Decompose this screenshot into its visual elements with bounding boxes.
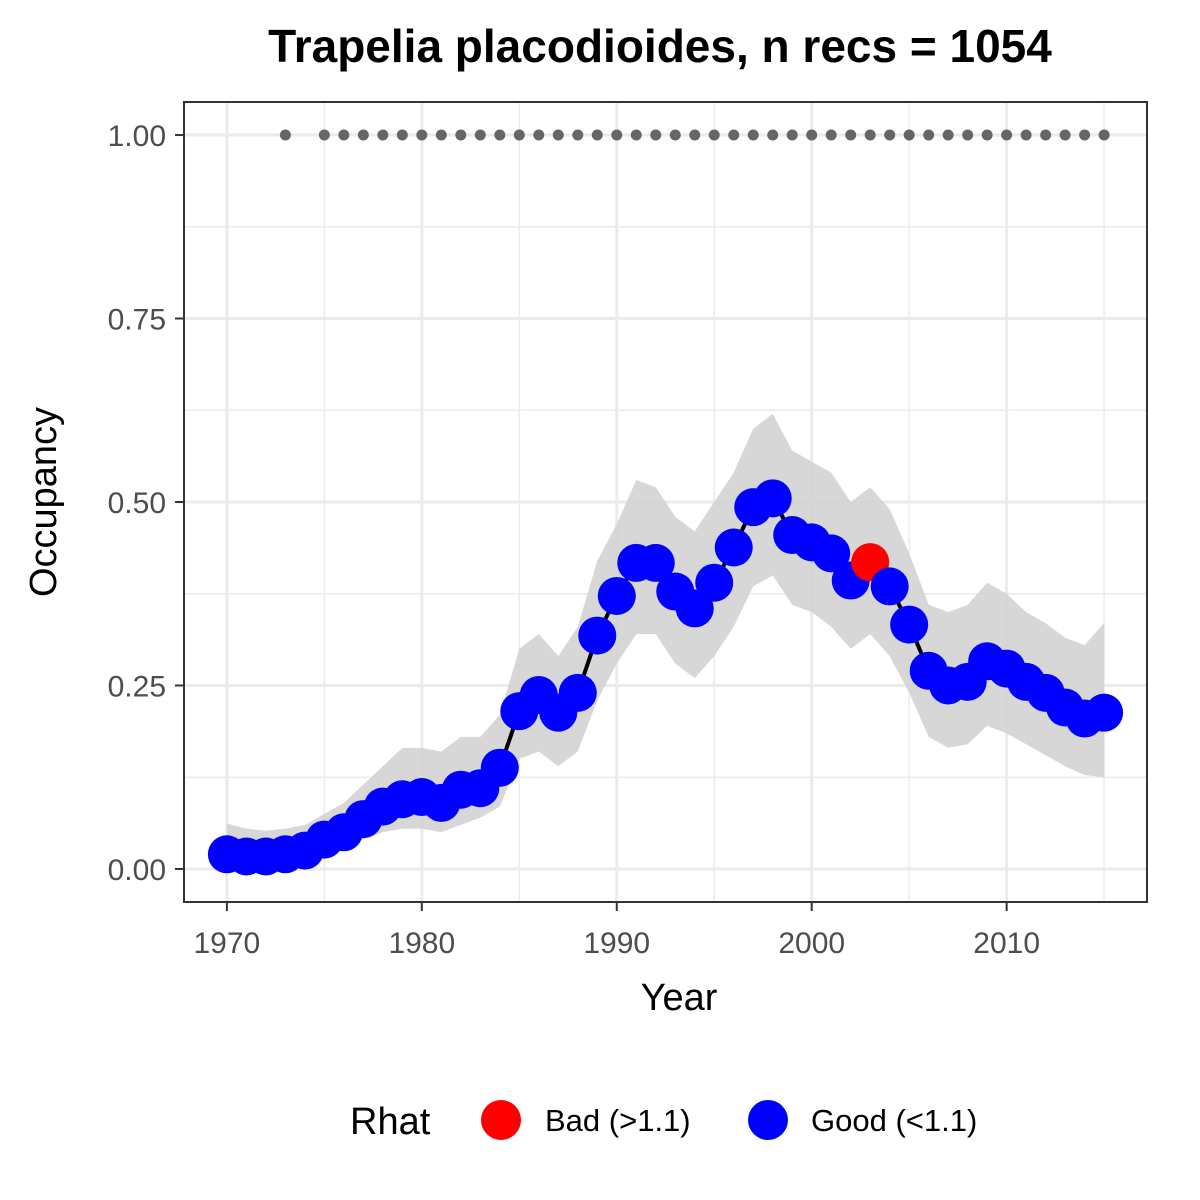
occupancy-point-1988 (558, 673, 597, 712)
x-tick-label: 1990 (583, 927, 650, 960)
record-dot (357, 129, 369, 141)
x-tick-label: 2010 (973, 927, 1040, 960)
record-dot (942, 129, 954, 141)
record-dot (377, 129, 389, 141)
legend-title: Rhat (350, 1101, 431, 1143)
x-axis-title: Year (641, 977, 718, 1019)
record-dot (962, 129, 974, 141)
y-tick-label: 1.00 (108, 120, 166, 153)
record-dot (650, 129, 662, 141)
record-dot (435, 129, 447, 141)
record-dot (416, 129, 428, 141)
record-dot (981, 129, 993, 141)
record-dots (279, 129, 1110, 141)
x-tick-label: 1980 (388, 927, 455, 960)
record-dot (786, 129, 798, 141)
record-dot (338, 129, 350, 141)
record-dot (513, 129, 525, 141)
record-dot (494, 129, 506, 141)
record-dot (591, 129, 603, 141)
y-tick-label: 0.00 (108, 854, 166, 887)
record-dot (1020, 129, 1032, 141)
record-dot (1098, 129, 1110, 141)
occupancy-point-1992 (636, 543, 675, 582)
y-tick-label: 0.75 (108, 304, 166, 337)
x-tick-label: 1970 (194, 927, 261, 960)
y-tick-label: 0.25 (108, 670, 166, 703)
legend-key-good (748, 1100, 788, 1140)
occupancy-points (207, 479, 1124, 876)
occupancy-point-1994 (675, 589, 714, 628)
legend-key-bad (481, 1100, 521, 1140)
record-dot (552, 129, 564, 141)
legend-label-good: Good (<1.1) (811, 1103, 977, 1138)
occupancy-point-1990 (597, 576, 636, 615)
record-dot (630, 129, 642, 141)
legend-label-bad: Bad (>1.1) (545, 1103, 691, 1138)
y-axis: 0.00 0.25 0.50 0.75 1.00 (108, 120, 184, 887)
record-dot (1079, 129, 1091, 141)
occupancy-point-1989 (578, 616, 617, 655)
plot-area (183, 101, 1148, 903)
record-dot (923, 129, 935, 141)
record-dot (806, 129, 818, 141)
y-axis-title: Occupancy (23, 407, 65, 597)
y-tick-label: 0.50 (108, 487, 166, 520)
occupancy-point-2015 (1085, 693, 1124, 732)
record-dot (884, 129, 896, 141)
record-dot (903, 129, 915, 141)
occupancy-point-2004 (870, 567, 909, 606)
record-dot (533, 129, 545, 141)
x-tick-label: 2000 (778, 927, 845, 960)
record-dot (825, 129, 837, 141)
record-dot (669, 129, 681, 141)
occupancy-point-2001 (812, 534, 851, 573)
record-dot (845, 129, 857, 141)
chart-title: Trapelia placodioides, n recs = 1054 (268, 20, 1052, 72)
record-dot (689, 129, 701, 141)
record-dot (279, 129, 291, 141)
occupancy-point-1984 (480, 748, 519, 787)
record-dot (1040, 129, 1052, 141)
legend: Rhat Bad (>1.1) Good (<1.1) (350, 1100, 977, 1143)
record-dot (1059, 129, 1071, 141)
occupancy-point-1998 (753, 479, 792, 518)
record-dot (318, 129, 330, 141)
x-axis: 1970 1980 1990 2000 2010 (194, 902, 1040, 960)
record-dot (611, 129, 623, 141)
occupancy-point-1995 (695, 563, 734, 602)
record-dot (396, 129, 408, 141)
record-dot (455, 129, 467, 141)
record-dot (572, 129, 584, 141)
record-dot (474, 129, 486, 141)
occupancy-point-2005 (890, 605, 929, 644)
record-dot (864, 129, 876, 141)
credible-interval-ribbon (226, 413, 1105, 866)
record-dot (1001, 129, 1013, 141)
record-dot (747, 129, 759, 141)
record-dot (728, 129, 740, 141)
record-dot (767, 129, 779, 141)
occupancy-point-1996 (714, 528, 753, 567)
record-dot (708, 129, 720, 141)
